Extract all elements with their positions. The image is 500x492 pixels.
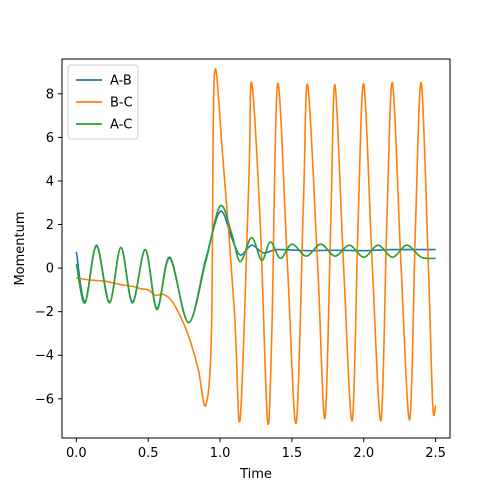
ticks-layer: 0.0 0.5 1.0 1.5 2.0 2.5 −6 −4 −2 0 2 4 6 8 (35, 87, 446, 461)
x-tick-label: 2.5 (425, 446, 446, 461)
y-tick-label: 2 (46, 218, 54, 233)
y-axis-title: Momentum (13, 211, 28, 285)
x-tick-label: 1.5 (282, 446, 303, 461)
y-tick-label: −6 (35, 392, 54, 407)
legend-box (67, 64, 139, 140)
x-tick-label: 1.0 (210, 446, 231, 461)
y-tick-label: −4 (35, 349, 54, 364)
legend-label-a-c: A-C (110, 118, 132, 133)
x-tick-label: 0.5 (138, 446, 159, 461)
x-tick-label: 2.0 (353, 446, 374, 461)
legend-label-a-b: A-B (110, 74, 132, 89)
legend-label-b-c: B-C (110, 96, 133, 111)
x-axis-title: Time (239, 467, 272, 482)
y-tick-label: 8 (46, 87, 54, 102)
y-tick-label: −2 (35, 305, 54, 320)
series-line-b-c (76, 67, 437, 426)
plot-frame (61, 58, 451, 439)
y-tick-label: 6 (46, 131, 54, 146)
y-tick-label: 0 (46, 262, 54, 277)
series-layer (75, 67, 437, 426)
legend: A-B B-C A-C (67, 64, 139, 140)
x-tick-label: 0.0 (66, 446, 87, 461)
y-tick-label: 4 (46, 174, 54, 189)
series-line-a-b (75, 210, 436, 324)
series-line-a-c (75, 204, 436, 324)
